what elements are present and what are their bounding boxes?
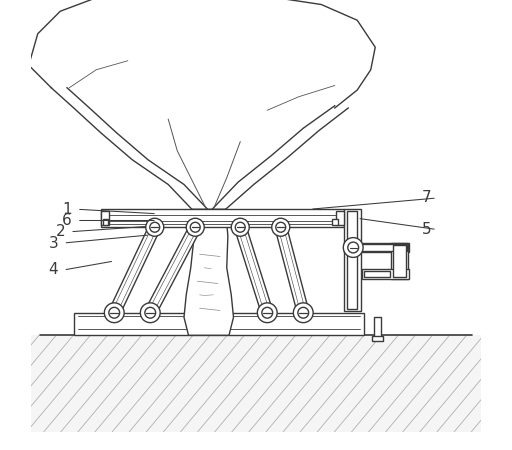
Text: 1: 1 [62, 202, 72, 217]
Bar [74, 313, 364, 335]
Bar [374, 317, 381, 338]
Bar [364, 271, 390, 277]
Bar [259, 310, 275, 315]
Circle shape [262, 307, 273, 318]
Circle shape [140, 303, 160, 323]
Circle shape [104, 303, 124, 323]
Circle shape [146, 218, 164, 236]
Polygon shape [145, 225, 200, 315]
Circle shape [109, 307, 120, 318]
Text: 3: 3 [49, 235, 58, 251]
Circle shape [190, 222, 200, 232]
Bar [347, 211, 357, 309]
Bar [332, 219, 338, 225]
Text: 2: 2 [55, 224, 65, 239]
Circle shape [231, 218, 249, 236]
Circle shape [258, 303, 277, 323]
Circle shape [298, 307, 309, 318]
Text: 6: 6 [62, 213, 72, 228]
Bar [362, 269, 409, 279]
Bar [142, 310, 158, 315]
Circle shape [272, 218, 290, 236]
Polygon shape [109, 225, 160, 315]
Polygon shape [275, 226, 309, 314]
Bar [391, 243, 408, 279]
Bar [106, 310, 122, 315]
Circle shape [344, 238, 363, 257]
Polygon shape [184, 209, 233, 335]
Bar [393, 245, 407, 277]
Text: 7: 7 [422, 190, 432, 206]
Circle shape [276, 222, 286, 232]
Bar [336, 211, 344, 225]
Polygon shape [234, 225, 273, 315]
Bar [101, 209, 344, 227]
Bar [103, 219, 109, 225]
Bar [346, 244, 407, 251]
Bar [372, 336, 383, 341]
Bar [344, 209, 361, 310]
Circle shape [150, 222, 160, 232]
Bar [344, 243, 409, 252]
Circle shape [348, 242, 358, 253]
Text: 5: 5 [422, 222, 432, 237]
Bar [101, 211, 109, 225]
Circle shape [293, 303, 313, 323]
Text: 4: 4 [49, 262, 58, 278]
Circle shape [186, 218, 204, 236]
Circle shape [236, 222, 245, 232]
Circle shape [145, 307, 156, 318]
Bar [295, 310, 311, 315]
Bar [31, 335, 481, 432]
